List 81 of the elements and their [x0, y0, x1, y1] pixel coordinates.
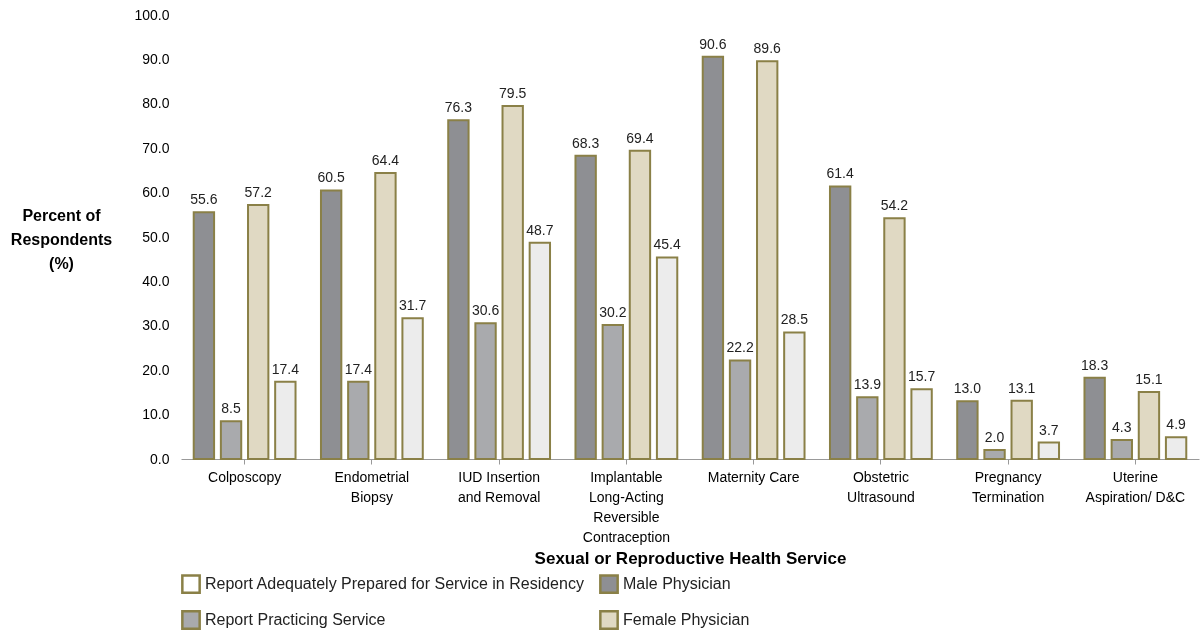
data-label: 68.3 [572, 134, 600, 151]
data-label: 89.6 [753, 40, 782, 57]
text: Male Physician [623, 575, 731, 593]
y-tick-label: 40.0 [142, 272, 170, 289]
x-tick-label: Pregnancy Termination [971, 468, 1045, 505]
y-tick-label: 10.0 [142, 406, 170, 423]
bar [856, 396, 879, 460]
bar [347, 380, 370, 460]
bar [247, 204, 270, 460]
y-tick-label: 80.0 [142, 95, 170, 112]
bar [910, 388, 933, 460]
x-tick-label: IUD Insertion and Removal [457, 468, 541, 505]
data-label: 76.3 [444, 99, 473, 116]
data-label: 13.9 [853, 376, 882, 393]
bar [628, 149, 652, 460]
data-label: 13.0 [953, 380, 982, 397]
data-label: 2.0 [984, 429, 1005, 446]
bar [401, 317, 424, 460]
data-label: 13.1 [1008, 379, 1036, 396]
text: Report Practicing Service [205, 611, 386, 628]
bar [1164, 436, 1188, 460]
y-tick-label: 20.0 [142, 361, 170, 378]
x-tick-label: Implantable Long-Acting Reversible Contraception [582, 468, 670, 545]
y-tick-label: 70.0 [142, 139, 170, 156]
text: Female Physician [623, 611, 750, 628]
x-tick-label: Maternity Care [707, 468, 800, 485]
y-tick-label: 100.0 [134, 6, 170, 23]
data-label: 90.6 [699, 35, 727, 52]
bar [1110, 438, 1133, 460]
y-tick-label: 30.0 [142, 317, 170, 334]
data-label: 31.7 [398, 297, 427, 314]
bar [655, 256, 679, 460]
y-axis-title: Percent of Respondents (%) [10, 206, 113, 272]
bar [883, 217, 906, 460]
data-label: 3.7 [1039, 421, 1059, 438]
bar [983, 449, 1006, 460]
x-tick-label: Colposcopy [208, 468, 282, 485]
data-label: 17.4 [344, 360, 373, 377]
data-label: 79.5 [499, 85, 527, 102]
text: Report Adequately Prepared for Service in Residency [205, 575, 584, 593]
bar [1037, 441, 1061, 460]
data-label: 57.2 [244, 184, 273, 201]
data-label: 15.1 [1135, 370, 1163, 387]
y-tick-label: 60.0 [142, 184, 170, 201]
data-label: 61.4 [826, 165, 854, 182]
data-label: 60.5 [317, 169, 345, 186]
data-label: 17.4 [271, 360, 300, 377]
x-tick-label: Obstetric Ultrasound [847, 468, 915, 505]
bar [783, 331, 806, 460]
data-label: 4.3 [1112, 418, 1132, 435]
data-label: 45.4 [653, 236, 681, 253]
data-label: 8.5 [221, 400, 241, 417]
data-label: 69.4 [626, 129, 654, 146]
data-label: 30.6 [471, 302, 500, 319]
bar [601, 323, 624, 460]
data-label: 55.6 [190, 191, 218, 208]
bar [728, 359, 752, 460]
bar [1010, 399, 1033, 460]
data-label: 48.7 [526, 221, 554, 238]
bar [756, 60, 779, 460]
data-label: 15.7 [907, 368, 936, 385]
data-label: 22.2 [726, 339, 754, 356]
data-label: 54.2 [880, 197, 909, 214]
y-tick-label: 90.0 [142, 50, 170, 67]
data-label: 64.4 [371, 152, 400, 169]
bar [1137, 390, 1161, 460]
bar [528, 241, 552, 460]
bar [274, 380, 297, 460]
data-label: 30.2 [599, 303, 627, 320]
bar [219, 420, 243, 460]
bar [501, 105, 524, 460]
y-tick-label: 50.0 [142, 228, 170, 245]
bar [474, 322, 497, 460]
data-label: 18.3 [1081, 356, 1109, 373]
x-tick-label: Endometrial Biopsy [334, 468, 410, 505]
data-label: 4.9 [1166, 416, 1187, 433]
y-tick-label: 0.0 [150, 450, 170, 467]
x-tick-label: Uterine Aspiration/ D&C [1085, 468, 1186, 505]
data-label: 28.5 [780, 311, 809, 328]
bar [374, 172, 397, 460]
x-axis-title: Sexual or Reproductive Health Service [534, 548, 847, 568]
